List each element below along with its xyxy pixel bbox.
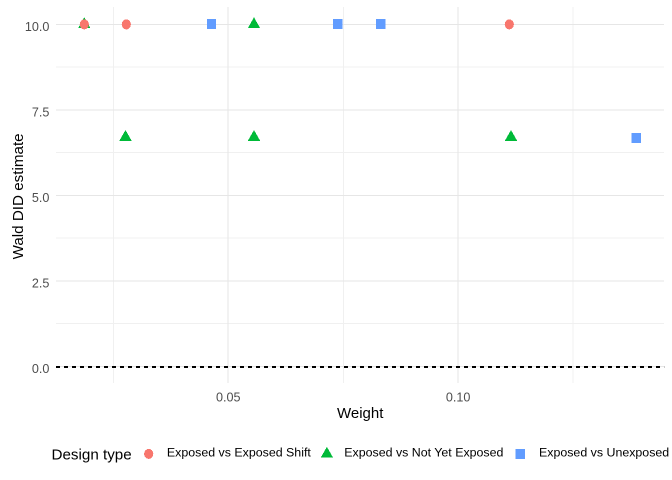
svg-text:Exposed vs Unexposed: Exposed vs Unexposed bbox=[539, 446, 669, 460]
svg-text:Exposed vs Exposed Shift: Exposed vs Exposed Shift bbox=[167, 446, 312, 460]
svg-text:Wald DID estimate: Wald DID estimate bbox=[10, 133, 27, 259]
svg-text:Weight: Weight bbox=[337, 405, 384, 422]
svg-text:7.5: 7.5 bbox=[32, 106, 50, 120]
svg-text:0.0: 0.0 bbox=[32, 362, 50, 376]
svg-text:0.10: 0.10 bbox=[446, 391, 471, 405]
svg-text:2.5: 2.5 bbox=[32, 277, 50, 291]
svg-text:Exposed vs Not Yet Exposed: Exposed vs Not Yet Exposed bbox=[344, 446, 503, 460]
svg-text:5.0: 5.0 bbox=[32, 191, 50, 205]
svg-text:10.0: 10.0 bbox=[25, 20, 50, 34]
svg-text:Design type: Design type bbox=[52, 447, 132, 464]
svg-text:0.05: 0.05 bbox=[216, 391, 241, 405]
